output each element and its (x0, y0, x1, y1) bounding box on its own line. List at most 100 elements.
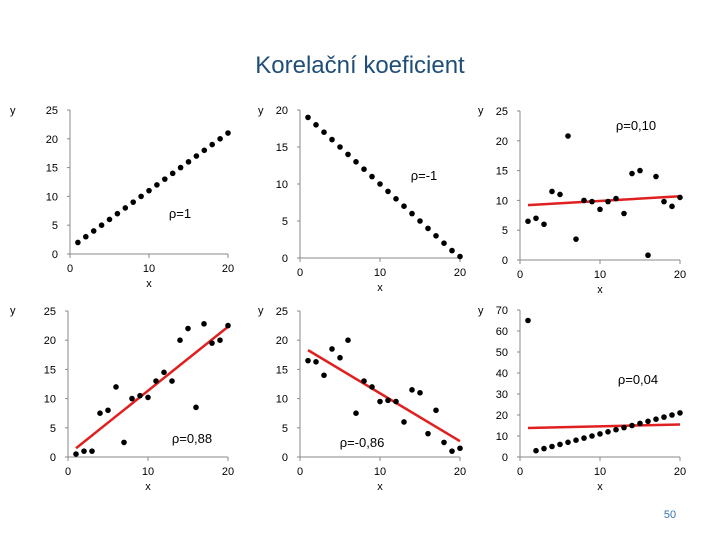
chart-bottom-right: 0 10 20 30 40 50 60 70 0 10 20 y x ρ=0,04 (478, 305, 686, 493)
y-tick-label: 0 (52, 249, 58, 261)
x-tick-label: 0 (297, 267, 303, 279)
y-tick-label: 10 (496, 431, 508, 443)
data-point (425, 430, 431, 437)
correlation-annotation: ρ=1 (169, 206, 191, 221)
data-point (661, 198, 667, 205)
y-tick-label: 40 (496, 368, 508, 380)
data-point (313, 359, 319, 365)
data-point (305, 357, 311, 364)
data-point (345, 151, 351, 158)
data-point (169, 378, 175, 384)
y-tick-label: 5 (50, 423, 56, 435)
x-tick-label: 0 (67, 263, 73, 275)
data-point (525, 218, 531, 225)
data-point (185, 325, 191, 332)
chart-bottom-center: 0 5 10 15 20 25 0 10 20 y x ρ=-0,86 (258, 305, 466, 493)
data-point (130, 199, 136, 205)
data-point (201, 147, 208, 154)
data-point (589, 433, 595, 439)
page-number: 50 (663, 509, 677, 521)
regression-line (527, 423, 681, 430)
data-point (377, 181, 383, 187)
data-point (597, 206, 603, 213)
chart-bottom-left: 0 5 10 15 20 25 0 10 20 y x ρ=0,88 (10, 305, 234, 493)
data-point (353, 159, 359, 165)
data-point (97, 410, 103, 417)
data-point (313, 122, 319, 128)
data-point (401, 203, 407, 209)
data-point (645, 418, 651, 425)
data-point (401, 419, 407, 425)
data-point (121, 439, 127, 446)
data-point (361, 166, 367, 172)
data-point (441, 439, 447, 446)
data-point (193, 153, 200, 159)
data-point (557, 441, 563, 448)
data-point (417, 389, 423, 396)
data-point (369, 384, 375, 390)
slide-title: Korelační koeficient (255, 52, 465, 79)
data-point (653, 416, 659, 423)
y-tick-label: 5 (52, 220, 58, 232)
data-point (305, 114, 311, 121)
y-tick-label: 10 (276, 394, 288, 406)
data-point (661, 414, 667, 420)
data-point (573, 236, 579, 242)
data-point (677, 194, 683, 201)
x-axis-label: x (597, 284, 603, 296)
x-tick-label: 0 (517, 269, 523, 281)
chart-top-left: 0 5 10 15 20 25 0 10 20 y x ρ=1 (10, 105, 234, 290)
y-axis-label: y (478, 105, 484, 117)
y-tick-label: 50 (496, 347, 508, 359)
y-axis-label: y (10, 305, 16, 317)
data-point (613, 426, 619, 433)
correlation-annotation: ρ=0,88 (172, 431, 212, 446)
chart-top-right: 0 5 10 15 20 25 0 10 20 y x ρ=0,10 (478, 105, 686, 296)
data-point (385, 397, 391, 404)
y-tick-label: 20 (46, 134, 58, 146)
data-point (541, 221, 547, 228)
data-point (209, 141, 215, 148)
y-tick-label: 70 (496, 305, 508, 317)
y-axis-label: y (258, 105, 264, 117)
data-point (225, 130, 231, 136)
data-point (153, 378, 159, 384)
data-point (146, 187, 152, 194)
correlation-annotation: ρ=0,04 (618, 372, 658, 387)
x-tick-label: 20 (674, 466, 686, 478)
data-point (83, 233, 89, 240)
y-tick-label: 5 (282, 423, 288, 435)
data-point (122, 205, 129, 211)
y-tick-label: 0 (502, 255, 508, 267)
data-point (557, 191, 563, 198)
data-point (385, 188, 391, 195)
data-point (645, 252, 651, 259)
data-point (393, 398, 399, 405)
data-point (653, 173, 659, 180)
data-point (605, 429, 611, 435)
x-axis-label: x (377, 282, 383, 294)
data-point (353, 410, 359, 417)
data-point (145, 394, 151, 401)
data-point (177, 164, 184, 171)
data-point (89, 448, 95, 454)
data-point (565, 133, 571, 139)
data-point (433, 407, 439, 414)
x-tick-label: 0 (517, 466, 523, 478)
data-point (449, 448, 455, 454)
regression-line (75, 325, 229, 450)
x-tick-label: 10 (594, 466, 606, 478)
data-point (589, 198, 595, 205)
y-tick-label: 15 (276, 142, 288, 154)
data-point (425, 225, 431, 232)
data-point (161, 369, 167, 376)
data-point (337, 354, 343, 361)
y-tick-label: 0 (282, 452, 288, 464)
data-point (417, 218, 423, 224)
data-point (449, 247, 455, 254)
data-point (409, 210, 415, 217)
chart-top-center: 0 5 10 15 20 0 10 20 y x ρ=-1 (258, 105, 466, 294)
data-point (669, 203, 675, 210)
data-point (177, 337, 183, 344)
y-tick-label: 60 (496, 326, 508, 338)
